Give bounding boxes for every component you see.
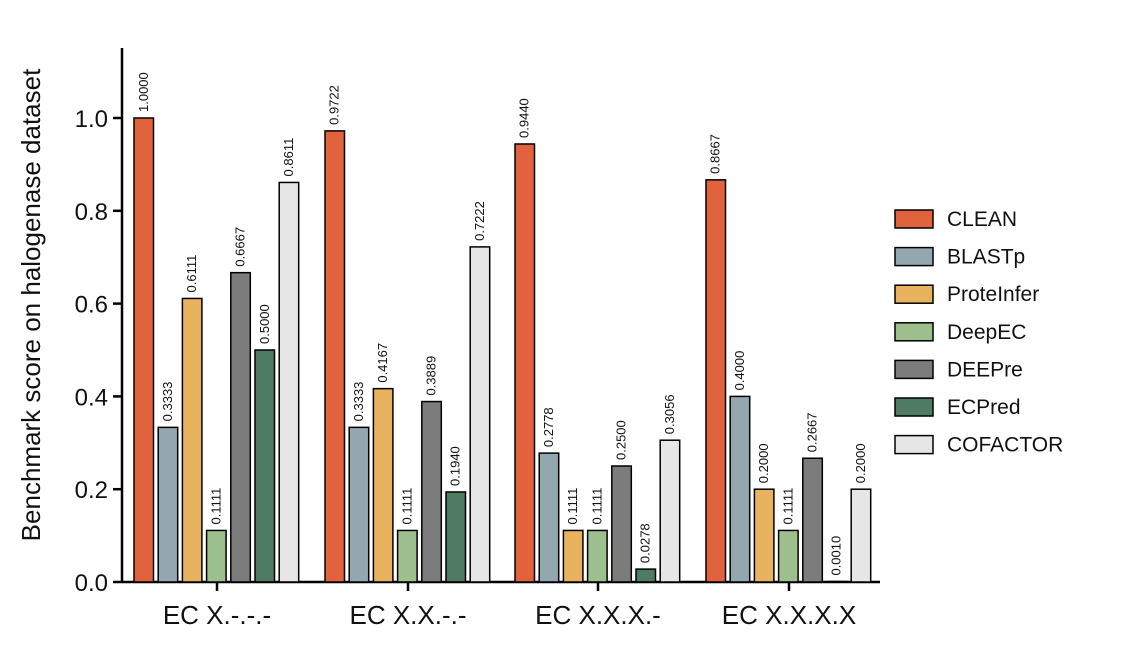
data-label: 0.3333	[351, 382, 366, 422]
y-axis: 0.0 0.2 0.4 0.6 0.8 1.0	[75, 48, 124, 597]
data-label: 0.6111	[184, 255, 199, 293]
bar-clean	[324, 130, 346, 583]
legend: CLEAN BLASTp ProteInfer DeepEC DEEPre ECPred C…	[894, 208, 1063, 457]
data-label: 0.1111	[780, 488, 795, 525]
data-label: 0.4000	[732, 351, 747, 391]
bar-ecpred	[254, 349, 276, 583]
data-label: 0.8611	[281, 138, 296, 177]
legend-swatch-deepre	[894, 359, 934, 380]
x-tick-label: EC X.X.X.-	[535, 600, 661, 630]
data-label: 0.9722	[327, 85, 342, 125]
legend-label: DEEPre	[947, 358, 1023, 381]
data-label: 0.7222	[472, 201, 487, 241]
x-axis: EC X.-.-.- EC X.X.-.- EC X.X.X.- EC X.X.X.X	[122, 580, 880, 630]
y-tick-label: 0.2	[75, 477, 108, 504]
bar-blastp	[157, 426, 179, 583]
bar-blastp	[538, 452, 560, 583]
data-label: 0.4167	[375, 343, 390, 383]
legend-swatch-clean	[894, 209, 934, 229]
data-label: 0.2778	[541, 407, 556, 447]
data-label: 0.3056	[662, 394, 677, 434]
bar-cofactor	[469, 246, 491, 583]
bars-group	[133, 117, 872, 583]
bar-proteinfer	[372, 387, 394, 583]
data-label: 0.1111	[399, 488, 414, 525]
x-tick-label: EC X.X.X.X	[722, 600, 856, 630]
bar-cofactor	[278, 181, 300, 583]
data-label: 0.9440	[517, 98, 532, 138]
data-label: 0.2667	[805, 412, 820, 452]
legend-label: COFACTOR	[947, 434, 1063, 457]
legend-swatch-blastp	[894, 246, 934, 267]
data-label: 0.2000	[756, 443, 771, 483]
bar-deepec	[777, 529, 799, 583]
bar-proteinfer	[181, 297, 203, 583]
bar-proteinfer	[562, 529, 584, 583]
x-tick-label: EC X.X.-.-	[349, 600, 466, 630]
legend-label: ProteInfer	[947, 283, 1039, 306]
y-axis-label: Benchmark score on halogenase dataset	[16, 68, 46, 541]
data-label: 0.0010	[829, 536, 844, 576]
bar-cofactor	[659, 439, 681, 583]
data-label: 0.0278	[638, 523, 653, 563]
data-label: 0.1111	[208, 488, 223, 525]
bar-ecpred	[445, 491, 467, 583]
legend-swatch-cofactor	[894, 434, 934, 455]
legend-swatch-deepec	[894, 322, 934, 342]
data-label: 0.2500	[614, 420, 629, 460]
legend-swatch-ecpred	[894, 397, 934, 417]
bar-deepec	[586, 529, 608, 583]
data-label: 0.5000	[257, 304, 272, 344]
bar-deepre	[421, 400, 443, 583]
bar-ecpred	[635, 568, 657, 583]
data-label: 0.8667	[708, 134, 723, 174]
bar-blastp	[729, 395, 751, 583]
data-label: 0.2000	[853, 443, 868, 483]
bar-deepre	[611, 465, 633, 583]
legend-label: ECPred	[947, 396, 1021, 419]
bar-deepre	[802, 457, 824, 583]
y-tick-label: 1.0	[75, 106, 108, 133]
bar-clean	[133, 117, 155, 583]
bar-deepec	[205, 529, 227, 583]
y-tick-label: 0.8	[75, 199, 108, 226]
legend-swatch-proteinfer	[894, 284, 934, 304]
data-label: 0.3333	[160, 382, 175, 422]
bar-clean	[514, 143, 536, 583]
data-label: 1.0000	[136, 72, 151, 112]
y-tick-label: 0.0	[75, 570, 108, 597]
data-labels-group: 1.0000 0.3333 0.6111 0.1111 0.6667 0.5000 0.86…	[136, 72, 868, 575]
bar-blastp	[348, 426, 370, 583]
x-tick-label: EC X.-.-.-	[163, 600, 271, 630]
data-label: 0.3889	[424, 356, 439, 396]
y-tick-label: 0.4	[75, 384, 108, 411]
y-tick-label: 0.6	[75, 292, 108, 319]
bar-cofactor	[850, 488, 872, 583]
data-label: 0.1111	[589, 488, 604, 525]
data-label: 0.1940	[448, 446, 463, 486]
bar-clean	[705, 179, 727, 583]
data-label: 0.6667	[233, 227, 248, 267]
data-label: 0.1111	[565, 488, 580, 525]
bar-deepre	[230, 271, 252, 583]
legend-label: DeepEC	[947, 321, 1026, 344]
bar-deepec	[396, 529, 418, 583]
legend-label: CLEAN	[947, 208, 1017, 231]
legend-label: BLASTp	[947, 246, 1025, 269]
bar-proteinfer	[753, 488, 775, 583]
